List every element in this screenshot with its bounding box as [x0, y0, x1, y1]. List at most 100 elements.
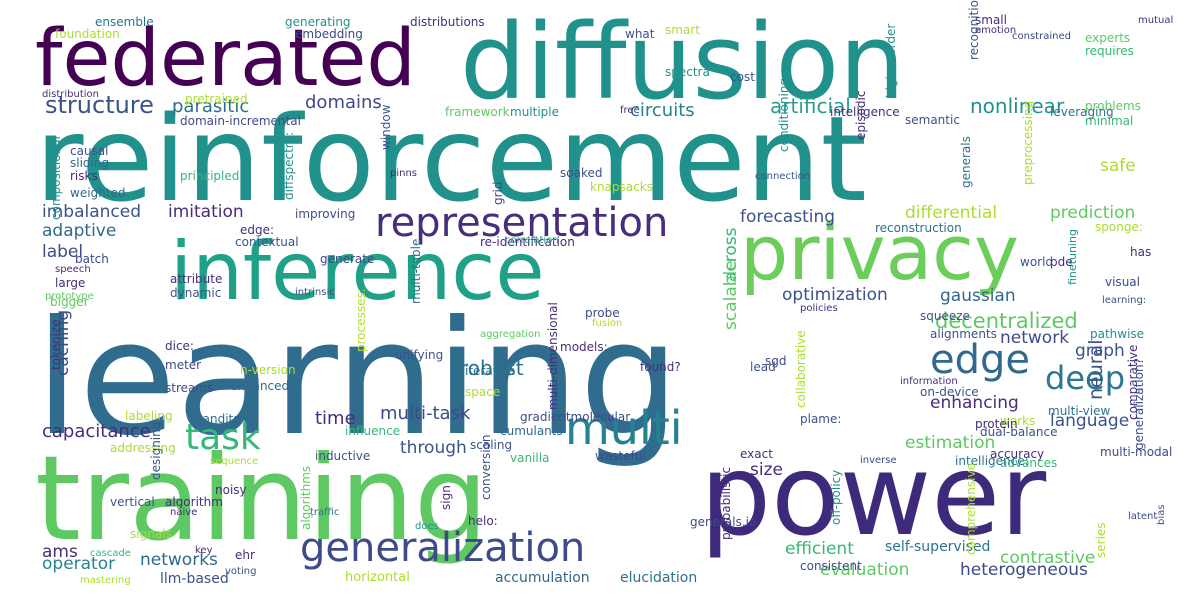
word-graph: graph	[1075, 341, 1125, 361]
word-intelligence: intelligence	[830, 105, 900, 119]
word-off-policy: off-policy	[829, 469, 843, 525]
word-re-identification: re-identification	[480, 235, 575, 249]
word-exact: exact	[740, 447, 773, 461]
word-power: power	[700, 431, 1047, 561]
word-visual: visual	[1105, 275, 1140, 289]
word-addressing: addressing	[110, 441, 176, 455]
word-signals: signals	[130, 527, 172, 541]
word-intelligence: intelligence:	[955, 454, 1029, 468]
word-inductive: inductive	[315, 449, 371, 463]
word-multi-task: multi-task	[380, 403, 471, 424]
word-requires: requires	[1085, 44, 1134, 58]
word-distribution: distribution	[42, 89, 99, 100]
word-finetuning: finetuning	[1066, 229, 1079, 285]
word-connection: connection	[755, 171, 811, 182]
word-lead: lead	[750, 360, 776, 374]
word-aggregation: aggregation	[480, 329, 541, 340]
word-sign: sign	[439, 485, 453, 510]
word-representation: representation	[375, 200, 669, 246]
word-pde: pde	[1050, 255, 1073, 269]
word-generalization: generalization	[300, 525, 586, 571]
word-inverse: inverse	[860, 455, 897, 466]
word-space: space	[465, 385, 501, 399]
word-dynamic: dynamic	[170, 286, 222, 300]
word-forecasting: forecasting	[740, 207, 836, 227]
word-what: what	[625, 27, 655, 41]
word-adaptive: adaptive	[42, 221, 117, 241]
word-designing: designing	[149, 421, 163, 480]
word-imbalanced: imbalanced	[42, 202, 142, 222]
word-pretrained: pretrained	[185, 92, 248, 106]
word-training: training	[35, 430, 489, 567]
word-mutual: mutual	[1138, 15, 1174, 26]
word-found: found?	[640, 360, 681, 374]
word-vanilla: vanilla	[510, 451, 550, 465]
word-multi-dimensional: multi-dimensional	[546, 302, 560, 410]
word-does: does	[415, 521, 439, 532]
word-enhancing: enhancing	[930, 393, 1019, 413]
word-inference: inference	[170, 225, 545, 318]
word-diffspectra: diffspectra:	[282, 131, 296, 200]
word-principled: principled	[180, 169, 240, 183]
word-safe: safe	[1100, 156, 1136, 176]
word-grid: grid	[491, 181, 505, 205]
word-network: network	[1000, 328, 1070, 348]
word-protein: protein	[975, 417, 1018, 431]
word-unifying: unifying	[395, 348, 444, 362]
word-networks: networks	[140, 550, 218, 570]
word-algorithms: algorithms	[299, 465, 313, 530]
word-domain-incremental: domain-incremental	[180, 114, 301, 128]
word-weighted: weighted	[70, 186, 126, 200]
word-generals-io: generals.io	[690, 515, 757, 529]
word-multiple: multiple	[510, 105, 560, 119]
word-bias: bias	[1156, 504, 1167, 525]
word-generate: generate	[320, 252, 375, 266]
word-window: window	[379, 104, 393, 150]
word-consistent: consistent	[800, 559, 862, 573]
word-through: through	[400, 438, 467, 458]
word-iterative: iterative	[465, 364, 516, 378]
word-traffic: traffic	[310, 507, 340, 518]
word-elucidation: elucidation	[620, 570, 698, 586]
word-language: language	[1050, 411, 1130, 431]
word-learning: learning:	[1102, 295, 1147, 306]
word-circuits: circuits	[630, 100, 695, 121]
word-n-version: n-version	[240, 363, 296, 377]
word-information: information	[900, 376, 958, 387]
word-efficient: efficient	[785, 539, 854, 559]
word-batch: batch	[75, 252, 109, 266]
word-emotion: emotion	[975, 25, 1017, 36]
word-prediction: prediction	[1050, 203, 1136, 223]
word-conversion: conversion	[479, 434, 493, 501]
word-accuracy: accuracy	[990, 447, 1045, 461]
word-attribute: attribute	[170, 272, 223, 286]
word-decentralized: decentralized	[935, 309, 1078, 333]
word-optimization: optimization	[782, 285, 888, 305]
word-tokenize: tokenize	[49, 319, 63, 370]
word-gaussian: gaussian	[940, 286, 1016, 306]
word-generals: generals	[959, 136, 973, 188]
word-bigger: bigger	[50, 295, 89, 309]
word-scaling: scaling	[470, 438, 513, 452]
word-helo: helo:	[468, 514, 498, 528]
word-accumulation: accumulation	[495, 570, 590, 586]
word-noisy: noisy	[215, 483, 247, 497]
word-time: time	[315, 408, 356, 429]
word-contrastive: contrastive	[1000, 548, 1096, 568]
word-label: label	[42, 242, 84, 262]
word-alignments: alignments	[930, 327, 997, 341]
word-horizontal: horizontal	[345, 570, 410, 585]
word-enhanced: enhanced	[230, 379, 290, 393]
word-advances: advances	[1000, 456, 1058, 470]
word-privacy: privacy	[740, 208, 1019, 297]
word-contextual: contextual	[235, 235, 299, 249]
word-differential: differential	[905, 203, 998, 223]
word-dual-balance: dual-balance	[980, 425, 1058, 439]
word-sliding: sliding	[70, 156, 110, 170]
word-cascade: cascade	[90, 548, 131, 559]
word-risks: risks	[70, 169, 98, 183]
word-domains: domains	[305, 92, 382, 113]
word-sequence: sequence	[210, 456, 259, 467]
word-streams: streams	[165, 381, 214, 395]
